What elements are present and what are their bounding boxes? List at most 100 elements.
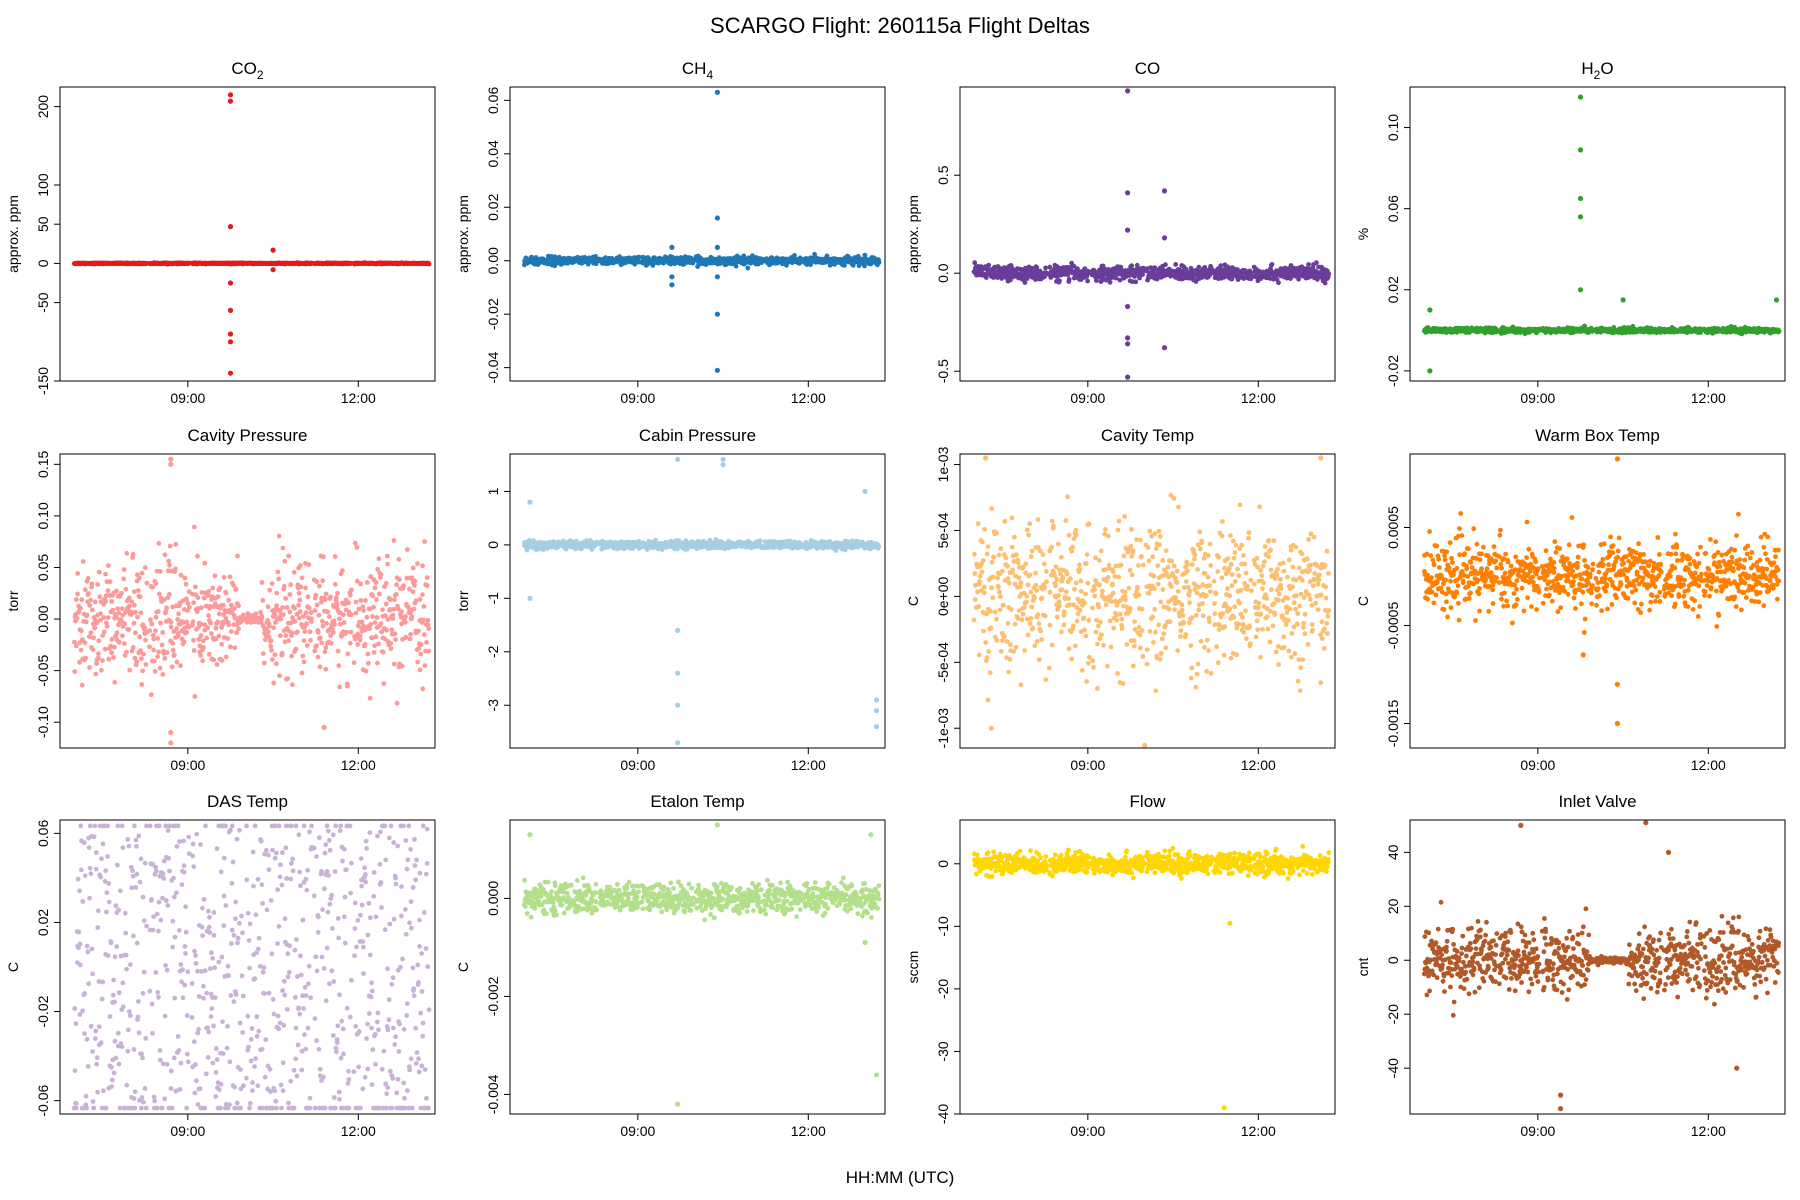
data-point [1306,262,1311,267]
data-point [297,597,303,603]
data-point [358,598,364,603]
data-point [420,592,425,598]
data-point [206,651,212,657]
data-point [210,585,216,591]
data-point [214,662,220,667]
data-point [261,651,266,656]
data-point [89,581,95,587]
data-point [290,682,295,688]
data-point [417,667,423,673]
data-point [348,612,354,617]
data-point [176,611,182,617]
data-point [370,614,375,619]
outlier-point [168,456,174,462]
data-point [393,637,398,642]
data-point [421,632,427,638]
data-point [302,629,308,634]
y-tick-label: 0.5 [935,165,951,185]
data-point [236,626,242,632]
data-point [160,630,166,635]
data-point [182,575,188,581]
data-point [421,617,426,623]
data-point [415,561,420,567]
data-point [276,533,282,539]
data-point [73,597,79,602]
data-point [402,619,408,625]
data-point [190,619,196,625]
data-point [294,629,300,635]
data-point [272,652,278,658]
data-point [378,621,384,626]
data-point [109,599,115,604]
data-point [288,582,293,588]
data-point [139,682,145,687]
y-tick-label: 200 [35,95,51,119]
data-point [363,598,368,603]
data-point [216,633,222,639]
data-point [166,591,172,597]
data-point [283,633,289,638]
data-point [407,636,413,642]
data-point [151,647,157,653]
data-point [206,613,212,618]
data-point [158,620,164,626]
data-point [351,660,357,666]
data-point [377,591,382,597]
data-point [357,637,363,643]
data-point [341,620,347,625]
point-cloud [971,88,1332,380]
outlier-point [1125,303,1131,310]
outlier-point [714,274,721,280]
x-tick-label: 12:00 [341,757,376,773]
data-point [317,664,323,670]
data-point [127,667,133,673]
outlier-point [1577,287,1584,293]
data-point [150,584,156,590]
data-point [200,658,206,664]
outlier-point [270,247,276,253]
data-point [404,547,410,552]
data-point [422,539,427,544]
data-point [223,654,229,660]
x-tick-label: 12:00 [341,390,376,406]
data-point [208,631,214,636]
data-point [1163,262,1168,268]
data-point [164,650,170,655]
plot-frame [509,86,886,382]
data-point [281,612,286,617]
data-point [325,609,331,615]
data-point [220,619,226,625]
outlier-point [669,274,675,280]
data-point [217,585,223,591]
plot-frame [959,86,1336,382]
outlier-point [227,280,234,286]
data-point [374,615,380,620]
data-point [324,620,329,626]
data-point [132,602,137,608]
x-tick-label: 09:00 [1520,390,1555,406]
data-point [193,584,198,590]
data-point [96,569,102,575]
data-point [370,593,376,599]
data-point [268,643,274,649]
data-point [191,637,196,643]
data-point [348,629,354,635]
y-tick-label: 0.05 [35,554,51,581]
data-point [140,668,146,674]
outlier-point [1125,374,1131,380]
data-point [373,634,379,640]
data-point [309,616,314,622]
data-point [303,610,309,616]
data-point [102,646,108,652]
data-point [219,658,225,663]
panel-title-tail: O [1600,59,1613,78]
data-point [385,561,390,567]
data-point [426,261,432,267]
data-point [312,648,318,654]
data-point [336,663,342,669]
data-point [160,672,166,677]
data-point [279,650,285,656]
data-point [299,575,305,581]
data-point [92,625,98,631]
data-point [372,620,378,625]
